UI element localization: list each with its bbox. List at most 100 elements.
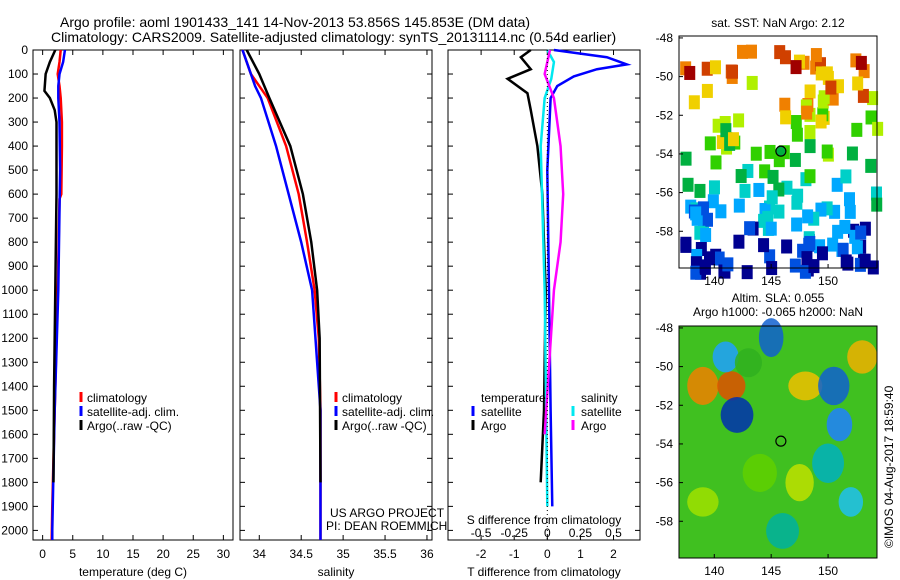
map-title: Altim. SLA: 0.055 <box>732 291 825 305</box>
sla-feature <box>812 443 845 483</box>
lon-tick-label: 140 <box>704 564 724 578</box>
y-tick-label: 1500 <box>1 403 28 417</box>
x-tick-label: 1 <box>577 547 584 561</box>
sst-cell <box>789 258 801 273</box>
lon-tick-label: 145 <box>761 274 781 288</box>
sst-cell <box>855 55 867 70</box>
x-axis-label: salinity <box>318 565 355 579</box>
sst-cell <box>701 212 713 227</box>
sst-cell <box>680 238 692 253</box>
sst-cell <box>766 190 778 205</box>
sst-cell <box>815 202 827 217</box>
sst-cell <box>764 249 776 264</box>
sst-cell <box>707 194 719 209</box>
sst-cell <box>858 64 870 79</box>
legend-label: satellite-adj. clim. <box>87 405 179 419</box>
sst-cell <box>690 265 702 280</box>
sst-cell <box>758 213 770 228</box>
legend-label: satellite <box>481 405 522 419</box>
sst-cell <box>790 115 802 130</box>
sst-cell <box>792 188 804 203</box>
sla-feature <box>717 371 746 401</box>
x-tick-label: 30 <box>217 547 231 561</box>
sst-cell <box>821 144 833 159</box>
y-tick-label: 600 <box>8 187 28 201</box>
sst-cell <box>774 45 786 60</box>
lat-tick-label: -56 <box>656 186 674 200</box>
sst-cell <box>801 251 813 266</box>
lon-tick-label: 145 <box>761 564 781 578</box>
sst-cell <box>844 204 856 219</box>
lat-tick-label: -52 <box>656 398 674 412</box>
sst-cell <box>697 201 709 216</box>
sst-cell <box>722 257 734 272</box>
sst-cell <box>827 237 839 252</box>
sst-cell <box>791 195 803 210</box>
lat-tick-label: -50 <box>656 360 674 374</box>
sst-cell <box>865 158 877 173</box>
sst-cell <box>708 180 720 195</box>
sst-cell <box>715 204 727 219</box>
sst-cell <box>810 48 822 63</box>
sst-cell <box>680 151 692 166</box>
sst-cell <box>773 182 785 197</box>
x2-tick-label: -0.25 <box>501 526 529 540</box>
sst-cell <box>802 209 814 224</box>
x-tick-label: 15 <box>126 547 140 561</box>
legend-label: satellite <box>581 405 622 419</box>
sst-cell <box>840 254 852 269</box>
sst-cell <box>767 169 779 184</box>
y-tick-label: 2000 <box>1 523 28 537</box>
y-tick-label: 1700 <box>1 451 28 465</box>
sst-cell <box>759 203 771 218</box>
y-tick-label: 1200 <box>1 331 28 345</box>
title-line2: Climatology: CARS2009. Satellite-adjuste… <box>51 29 616 45</box>
x-tick-label: 0 <box>544 547 551 561</box>
sla-feature <box>734 348 762 378</box>
sst-cell <box>746 75 758 90</box>
sst-cell <box>709 60 721 75</box>
legend-label: Argo(..raw -QC) <box>87 419 172 433</box>
y-tick-label: 1800 <box>1 475 28 489</box>
series-satellite-adj-clim- <box>241 49 322 540</box>
title-line1: Argo profile: aoml 1901433_141 14-Nov-20… <box>60 14 530 30</box>
sst-cell <box>739 183 751 198</box>
sst-cell <box>843 192 855 207</box>
sst-cell <box>803 237 815 252</box>
x-axis-label: temperature (deg C) <box>79 565 187 579</box>
sst-cell <box>741 265 753 280</box>
sst-cell <box>851 240 863 255</box>
sst-cell <box>846 146 858 161</box>
series-s-satellite <box>539 49 556 507</box>
sst-cell <box>832 79 844 94</box>
series-t-satellite <box>546 48 632 507</box>
sla-feature <box>742 453 777 492</box>
sst-cell <box>814 239 826 254</box>
y-tick-label: 1000 <box>1 283 28 297</box>
map-frame <box>678 35 878 269</box>
y-tick-label: 1600 <box>1 427 28 441</box>
y-tick-label: 200 <box>8 91 28 105</box>
sst-cell <box>727 64 739 79</box>
sst-cell <box>808 211 820 226</box>
y-tick-label: 300 <box>8 115 28 129</box>
panel-frame-1 <box>239 49 433 541</box>
sst-cell <box>690 256 702 271</box>
sst-cell <box>733 198 745 213</box>
sst-cell <box>821 201 833 216</box>
x-tick-label: 34.5 <box>290 547 314 561</box>
sst-cell <box>804 125 816 140</box>
sst-cell <box>704 251 716 266</box>
lon-tick-label: 140 <box>704 274 724 288</box>
y-tick-label: 100 <box>8 67 28 81</box>
lat-tick-label: -54 <box>656 437 674 451</box>
sst-cell <box>758 238 770 253</box>
lat-tick-label: -56 <box>656 476 674 490</box>
sst-cell <box>688 95 700 110</box>
sst-cell <box>840 169 852 184</box>
sst-cell <box>694 225 706 240</box>
sst-cell <box>808 259 820 274</box>
sst-cell <box>815 66 827 81</box>
series-argo <box>43 49 58 483</box>
